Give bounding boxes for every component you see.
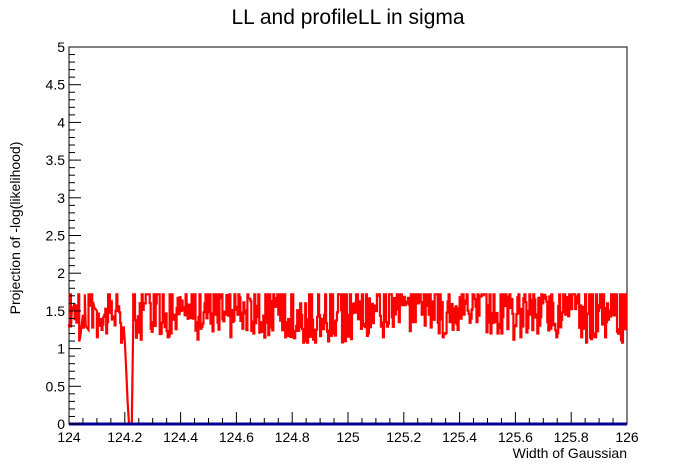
y-tick-label: 5	[57, 39, 65, 55]
chart-title: LL and profileLL in sigma	[231, 6, 464, 29]
y-tick-label: 0	[57, 416, 65, 432]
y-tick-label: 4	[57, 114, 65, 130]
y-tick-label: 2.5	[46, 228, 66, 244]
x-tick-label: 124.6	[219, 429, 254, 445]
y-tick-label: 2	[57, 265, 65, 281]
axes-layer: 124 124.2 124.4 124.6 124.8 125 125.2 125.4 125.…	[46, 39, 639, 445]
x-tick-label: 125.4	[442, 429, 477, 445]
series-line-0	[67, 293, 628, 426]
x-tick-label: 126	[615, 429, 639, 445]
y-tick-label: 3.5	[46, 152, 66, 168]
y-tick-label: 1.5	[46, 303, 66, 319]
x-tick-label: 125.8	[554, 429, 589, 445]
x-tick-label: 125	[336, 429, 360, 445]
y-tick-label: 1	[57, 341, 65, 357]
y-tick-label: 3	[57, 190, 65, 206]
x-axis-label: Width of Gaussian	[513, 445, 627, 461]
x-tick-label: 125.6	[498, 429, 533, 445]
x-tick-label: 124	[57, 429, 81, 445]
y-axis-label: Projection of -log(likelihood)	[7, 142, 23, 315]
x-tick-label: 124.2	[107, 429, 142, 445]
x-tick-label: 125.2	[386, 429, 421, 445]
x-tick-label: 124.4	[163, 429, 198, 445]
y-tick-label: 0.5	[46, 378, 66, 394]
x-tick-label: 124.8	[275, 429, 310, 445]
y-tick-label: 4.5	[46, 77, 66, 93]
